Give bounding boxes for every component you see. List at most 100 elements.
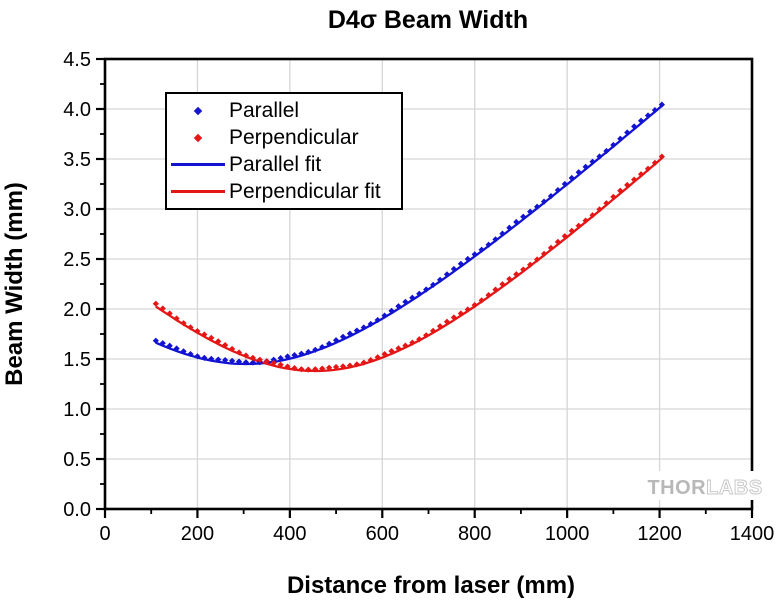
legend-line-icon bbox=[167, 190, 229, 193]
data-point bbox=[416, 290, 423, 297]
data-point bbox=[534, 203, 541, 210]
data-point bbox=[513, 271, 520, 278]
y-axis-label: Beam Width (mm) bbox=[1, 182, 28, 386]
data-point bbox=[499, 230, 506, 237]
x-tick-label: 1200 bbox=[637, 523, 682, 545]
data-point bbox=[388, 348, 395, 355]
data-point bbox=[624, 181, 631, 189]
data-point bbox=[298, 366, 305, 373]
data-point bbox=[499, 281, 506, 288]
data-point bbox=[277, 354, 284, 362]
data-point bbox=[520, 266, 527, 273]
y-tick-label: 1.0 bbox=[63, 399, 91, 421]
data-point bbox=[547, 244, 555, 251]
data-point bbox=[423, 286, 430, 293]
data-point bbox=[173, 345, 180, 352]
data-point bbox=[561, 233, 568, 240]
data-point bbox=[561, 180, 568, 188]
data-point bbox=[305, 366, 312, 373]
data-point bbox=[540, 250, 548, 257]
data-point bbox=[242, 352, 250, 359]
x-axis-label: Distance from laser (mm) bbox=[287, 572, 575, 599]
data-point bbox=[339, 363, 347, 370]
data-point bbox=[492, 236, 499, 243]
data-point bbox=[478, 246, 485, 253]
data-point bbox=[346, 330, 354, 337]
x-tick-label: 800 bbox=[458, 523, 491, 545]
y-tick-label: 2.0 bbox=[63, 299, 91, 321]
legend-label: Parallel bbox=[229, 98, 300, 122]
data-point bbox=[222, 342, 229, 349]
data-point bbox=[201, 331, 208, 338]
data-point bbox=[353, 361, 360, 368]
data-point bbox=[263, 358, 270, 365]
x-tick-label: 1000 bbox=[545, 523, 590, 545]
data-point bbox=[339, 333, 347, 340]
data-point bbox=[374, 316, 381, 324]
legend-label: Perpendicular fit bbox=[229, 179, 381, 203]
data-point bbox=[631, 123, 638, 130]
data-point bbox=[506, 275, 513, 283]
perpendicular-fit-line bbox=[155, 156, 664, 373]
thorlabs-watermark: THORLABS bbox=[647, 471, 763, 500]
legend-item-parallel-fit: Parallel fit bbox=[167, 151, 401, 178]
watermark-labs: LABS bbox=[706, 477, 762, 499]
data-point bbox=[534, 256, 541, 263]
data-point bbox=[617, 187, 624, 194]
y-tick-label: 4.5 bbox=[63, 49, 91, 71]
data-point bbox=[443, 271, 451, 278]
axis-ticks bbox=[96, 57, 754, 518]
x-tick-label: 1400 bbox=[730, 523, 775, 545]
data-point bbox=[568, 174, 575, 182]
x-tick-label: 200 bbox=[181, 523, 214, 545]
data-point bbox=[644, 112, 652, 119]
data-point bbox=[326, 340, 333, 347]
data-point bbox=[464, 306, 471, 313]
legend-label: Perpendicular bbox=[229, 125, 359, 149]
data-point bbox=[651, 159, 659, 166]
data-point bbox=[485, 241, 492, 248]
data-point bbox=[658, 153, 665, 160]
data-point bbox=[478, 297, 485, 304]
data-point bbox=[423, 332, 430, 339]
data-point bbox=[353, 327, 360, 334]
data-point bbox=[208, 355, 215, 362]
data-point bbox=[381, 351, 388, 358]
perpendicular-points bbox=[152, 153, 665, 373]
data-point bbox=[374, 354, 381, 361]
data-point bbox=[575, 222, 582, 229]
data-point bbox=[589, 212, 596, 219]
data-point bbox=[152, 337, 159, 344]
thorlabs-logo: THORLABS bbox=[647, 477, 762, 499]
data-point bbox=[402, 342, 409, 349]
data-point bbox=[527, 208, 534, 215]
data-point bbox=[513, 218, 520, 226]
data-point bbox=[187, 324, 194, 331]
data-point bbox=[506, 224, 513, 231]
data-point bbox=[603, 200, 610, 207]
watermark-thor: THOR bbox=[647, 477, 706, 499]
legend-line-icon bbox=[167, 163, 229, 166]
legend-item-parallel: Parallel bbox=[167, 97, 401, 124]
data-point bbox=[540, 198, 548, 205]
data-point bbox=[346, 362, 354, 369]
data-point bbox=[485, 291, 492, 299]
data-point bbox=[637, 117, 645, 124]
data-point bbox=[291, 365, 298, 372]
data-point bbox=[249, 359, 256, 366]
data-point bbox=[644, 165, 652, 172]
data-point bbox=[222, 357, 229, 364]
data-point bbox=[624, 129, 631, 136]
data-point bbox=[575, 169, 582, 176]
data-point bbox=[249, 354, 256, 361]
data-point bbox=[430, 281, 437, 288]
data-point bbox=[450, 265, 458, 273]
data-point bbox=[270, 356, 277, 363]
legend-marker-icon bbox=[167, 133, 229, 142]
data-point bbox=[582, 163, 589, 170]
line-swatch bbox=[171, 163, 225, 166]
data-point bbox=[173, 315, 180, 322]
data-point bbox=[319, 365, 326, 372]
data-point bbox=[194, 353, 201, 360]
y-tick-label: 4.0 bbox=[63, 99, 91, 121]
